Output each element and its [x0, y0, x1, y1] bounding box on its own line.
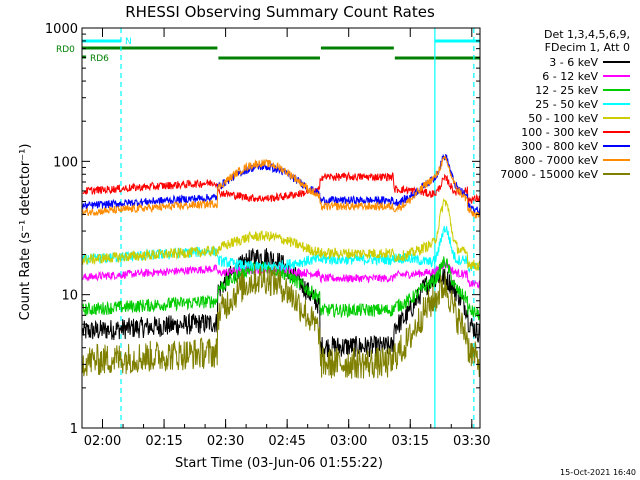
x-tick-label: 03:00	[330, 434, 367, 449]
x-tick-label: 02:00	[84, 434, 121, 449]
x-axis-label: Start Time (03-Jun-06 01:55:22)	[175, 456, 383, 471]
interval-markers	[120, 28, 475, 428]
series-line-7	[82, 155, 480, 219]
legend-header-line: FDecim 1, Att 0	[545, 41, 630, 54]
y-tick-label: 1	[70, 422, 78, 437]
flag-label-n: N	[125, 37, 132, 47]
footer-date: 15-Oct-2021 16:40	[560, 468, 636, 477]
series-line-5	[82, 171, 480, 204]
legend-entry-label: 100 - 300 keV	[521, 126, 598, 139]
legend-entry-label: 25 - 50 keV	[535, 98, 598, 111]
attenuator-flags: N RD0 RD6	[56, 37, 480, 64]
x-tick-label: 02:30	[207, 434, 244, 449]
x-tick-label: 03:15	[392, 434, 429, 449]
legend-entry-label: 6 - 12 keV	[542, 70, 598, 83]
flag-label-rd6: RD6	[90, 54, 109, 64]
legend-entry-label: 50 - 100 keV	[528, 112, 598, 125]
series-lines	[82, 153, 480, 379]
legend-entry-label: 300 - 800 keV	[521, 140, 598, 153]
y-axis: 1 10 100 1000	[45, 22, 480, 437]
chart-title: RHESSI Observing Summary Count Rates	[125, 3, 435, 21]
x-axis: 02:00 02:15 02:30 02:45 03:00 03:15 03:30	[81, 28, 491, 449]
series-line-8	[82, 264, 480, 379]
x-tick-label: 03:30	[453, 434, 490, 449]
legend-entry-label: 800 - 7000 keV	[514, 154, 598, 167]
y-tick-label: 1000	[45, 22, 78, 37]
flag-label-rd0: RD0	[56, 45, 75, 55]
legend-entry-label: 12 - 25 keV	[535, 84, 598, 97]
legend-entry-label: 3 - 6 keV	[549, 56, 598, 69]
series-line-6	[82, 153, 480, 216]
y-tick-label: 100	[53, 155, 78, 170]
legend: Det 1,3,4,5,6,9,FDecim 1, Att 0 3 - 6 keV…	[500, 28, 630, 181]
y-axis-label: Count Rate (s⁻¹ detector⁻¹)	[18, 144, 33, 321]
series-line-4	[82, 198, 480, 271]
legend-entry-label: 7000 - 15000 keV	[500, 168, 598, 181]
x-tick-label: 02:15	[145, 434, 182, 449]
x-tick-label: 02:45	[268, 434, 305, 449]
plot-frame	[81, 27, 481, 429]
series-line-2	[82, 256, 480, 321]
series-line-3	[82, 225, 480, 274]
y-tick-label: 10	[61, 289, 78, 304]
legend-header-line: Det 1,3,4,5,6,9,	[544, 28, 630, 41]
